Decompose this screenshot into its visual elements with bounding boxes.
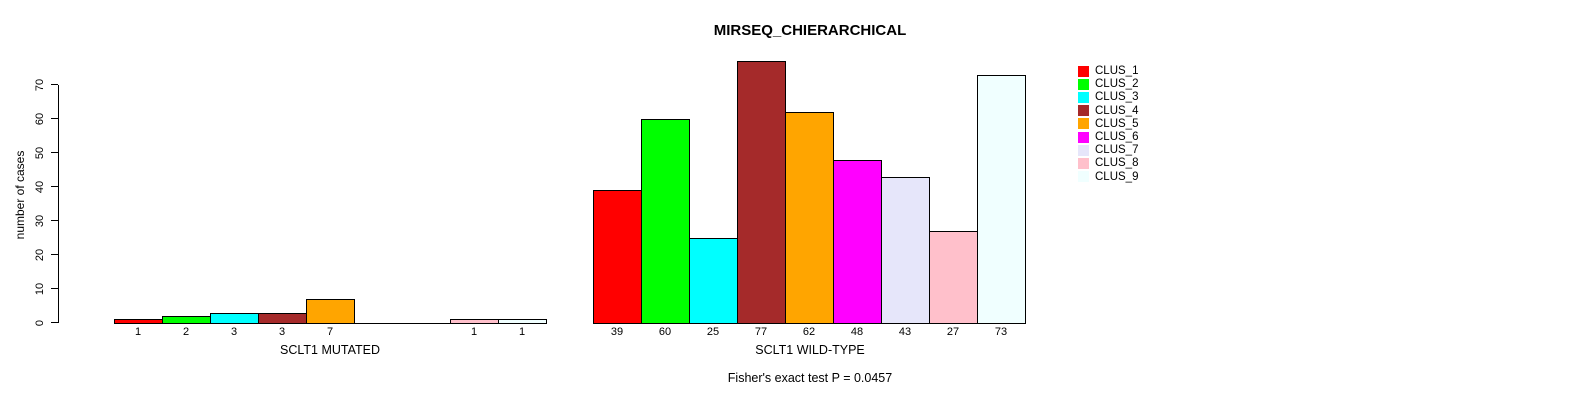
y-tick-label: 70 — [34, 78, 46, 91]
fisher-annotation: Fisher's exact test P = 0.0457 — [727, 371, 893, 385]
legend-label: CLUS_1 — [1095, 65, 1139, 77]
chart-title: MIRSEQ_CHIERARCHICAL — [713, 22, 907, 39]
legend-swatch — [1078, 78, 1089, 90]
y-tick-label: 50 — [34, 146, 46, 159]
bar — [114, 319, 163, 324]
bar-value-label: 48 — [850, 326, 864, 338]
bar-value-label: 62 — [802, 326, 816, 338]
bar-value-label: 3 — [278, 326, 286, 338]
y-tick-label: 30 — [34, 214, 46, 227]
bar-value-label: 73 — [994, 326, 1008, 338]
group-label-wild-type: SCLT1 WILD-TYPE — [755, 343, 865, 357]
y-tick — [51, 254, 58, 256]
bar — [929, 230, 978, 324]
bar — [210, 312, 259, 324]
legend-label: CLUS_8 — [1095, 157, 1139, 170]
bar-value-label: 2 — [182, 326, 190, 338]
bar — [593, 190, 642, 324]
legend-swatch — [1078, 105, 1089, 117]
y-tick — [51, 186, 58, 188]
legend-item: CLUS_2 — [1078, 78, 1138, 91]
bar-value-label: 27 — [946, 326, 960, 338]
y-tick-label: 10 — [34, 282, 46, 295]
legend-item: CLUS_5 — [1078, 117, 1138, 130]
bar-value-label: 7 — [326, 326, 334, 338]
bar-value-label: 39 — [610, 326, 624, 338]
legend-label: CLUS_4 — [1095, 104, 1139, 117]
bar-value-label: 25 — [706, 326, 720, 338]
y-axis-label: number of cases — [13, 150, 27, 240]
y-tick-label: 60 — [34, 112, 46, 125]
legend-label: CLUS_6 — [1095, 131, 1139, 143]
legend-swatch — [1078, 157, 1089, 169]
legend-item: CLUS_4 — [1078, 104, 1138, 117]
y-tick-label: 0 — [34, 319, 46, 326]
legend-swatch — [1078, 91, 1089, 103]
y-tick — [51, 220, 58, 222]
bar — [306, 298, 355, 324]
bar-value-label: 60 — [658, 326, 672, 338]
group-label-mutated: SCLT1 MUTATED — [279, 343, 381, 357]
y-tick — [51, 322, 58, 324]
y-tick — [51, 152, 58, 154]
legend-item: CLUS_8 — [1078, 157, 1138, 170]
y-tick — [51, 84, 58, 86]
legend-item: CLUS_6 — [1078, 131, 1138, 144]
bar — [737, 60, 786, 324]
legend-swatch — [1078, 65, 1089, 77]
legend-label: CLUS_3 — [1095, 91, 1139, 104]
zero-bar — [354, 322, 403, 324]
legend-item: CLUS_1 — [1078, 65, 1138, 78]
bar — [162, 315, 211, 324]
bar-value-label: 1 — [470, 326, 478, 338]
bar — [785, 111, 834, 324]
y-tick-label: 40 — [34, 180, 46, 193]
bar — [833, 159, 882, 324]
legend-label: CLUS_7 — [1095, 144, 1139, 157]
legend-item: CLUS_9 — [1078, 170, 1138, 183]
bar-value-label: 1 — [134, 326, 142, 338]
bar — [881, 176, 930, 324]
bar — [689, 237, 738, 324]
zero-bar — [402, 322, 451, 324]
y-tick — [51, 118, 58, 120]
legend-label: CLUS_2 — [1095, 78, 1139, 91]
y-tick-label: 20 — [34, 248, 46, 261]
bar-value-label: 77 — [754, 326, 768, 338]
legend-label: CLUS_9 — [1095, 170, 1139, 183]
legend-swatch — [1078, 131, 1089, 143]
legend-item: CLUS_7 — [1078, 144, 1138, 157]
legend-swatch — [1078, 144, 1089, 156]
bar-value-label: 1 — [518, 326, 526, 338]
bar-value-label: 3 — [230, 326, 238, 338]
bar — [977, 74, 1026, 324]
bar — [258, 312, 307, 324]
legend-swatch — [1078, 171, 1089, 183]
legend-item: CLUS_3 — [1078, 91, 1138, 104]
y-axis — [58, 85, 59, 323]
bar — [450, 319, 499, 324]
y-tick — [51, 288, 58, 290]
bar — [641, 118, 690, 324]
bar — [498, 319, 547, 324]
legend-label: CLUS_5 — [1095, 117, 1139, 130]
bar-value-label: 43 — [898, 326, 912, 338]
legend-swatch — [1078, 118, 1089, 130]
